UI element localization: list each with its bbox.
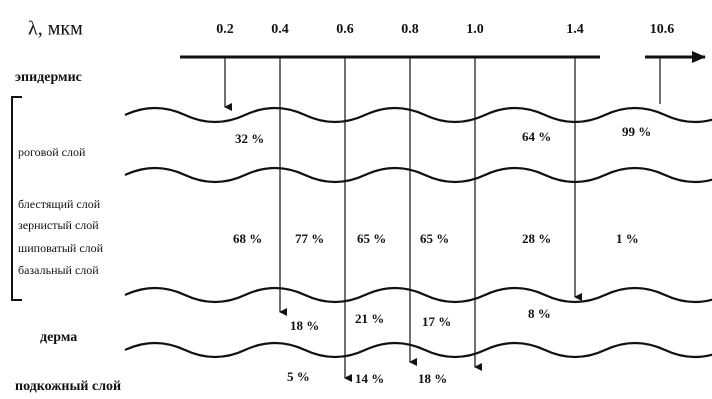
percent: 5 % (287, 369, 310, 384)
percent: 65 % (357, 231, 386, 246)
percent: 18 % (418, 371, 447, 386)
sublayer-label: роговой слой (18, 145, 86, 159)
percent: 28 % (522, 231, 551, 246)
sublayer-label: блестящий слой (18, 197, 101, 211)
sublayer-label: базальный слой (18, 263, 99, 277)
percent: 14 % (355, 371, 384, 386)
sublayer-label: зернистый слой (18, 218, 99, 232)
wavelength: 0.8 (401, 22, 419, 37)
percent: 21 % (355, 311, 384, 326)
percent: 17 % (422, 314, 451, 329)
percent: 32 % (235, 131, 264, 146)
wavelength: 0.4 (271, 22, 289, 37)
wavelength: 10.6 (650, 22, 675, 37)
wavelength: 0.2 (216, 22, 234, 37)
wavelength: 1.0 (466, 22, 484, 37)
percent: 18 % (290, 318, 319, 333)
wavelength: 1.4 (566, 22, 584, 37)
layer-label: дерма (40, 330, 77, 345)
sublayer-label: шиповатый слой (18, 241, 104, 255)
percent: 99 % (622, 124, 651, 139)
layer-label: подкожный слой (15, 379, 121, 394)
axis-label: λ, мкм (28, 18, 83, 40)
percent: 65 % (420, 231, 449, 246)
percent: 8 % (528, 306, 551, 321)
percent: 77 % (295, 231, 324, 246)
diagram: λ, мкм 0.2 0.4 0.6 0.8 1.0 1.4 10.6 эпид… (0, 0, 712, 399)
percent: 1 % (616, 231, 639, 246)
percent: 64 % (522, 129, 551, 144)
layer-label: эпидермис (15, 70, 82, 85)
percent: 68 % (233, 231, 262, 246)
wavelength: 0.6 (336, 22, 354, 37)
